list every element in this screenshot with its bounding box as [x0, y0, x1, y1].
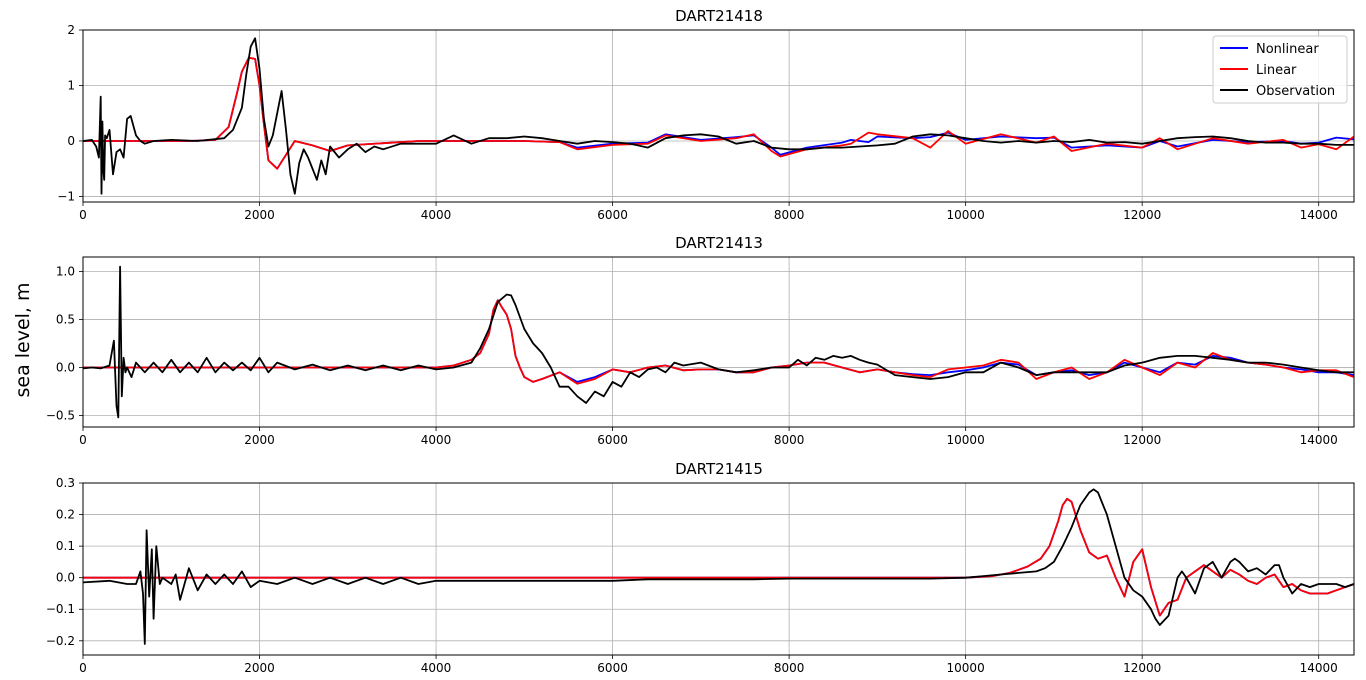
x-tick-label: 8000: [774, 433, 805, 447]
y-tick-label: 0.5: [56, 312, 75, 326]
y-tick-label: −1: [57, 189, 75, 203]
axes-frame: [82, 29, 1355, 203]
y-tick-label: 0.0: [56, 571, 75, 585]
x-tick-label: 12000: [1123, 208, 1161, 222]
legend-label-nonlinear: Nonlinear: [1256, 42, 1319, 57]
x-tick-label: 6000: [597, 661, 628, 675]
subplot-title: DART21418: [675, 7, 763, 25]
y-tick-label: 1: [67, 78, 75, 92]
x-tick-label: 2000: [244, 433, 275, 447]
y-tick-label: 0: [67, 134, 75, 148]
x-tick-label: 6000: [597, 208, 628, 222]
x-tick-label: 6000: [597, 433, 628, 447]
subplot-title: DART21413: [675, 234, 763, 252]
x-tick-label: 10000: [947, 208, 985, 222]
x-tick-label: 12000: [1123, 661, 1161, 675]
y-tick-label: 0.1: [56, 539, 75, 553]
x-tick-label: 10000: [947, 433, 985, 447]
axes-frame: [82, 256, 1355, 428]
series-line-linear: [83, 299, 1354, 385]
series-line-linear: [83, 56, 1354, 170]
y-tick-label: −0.2: [46, 634, 75, 648]
y-tick-label: 0.3: [56, 476, 75, 490]
subplot-dart21415: DART21415 0 2000 4000 6000 8000 10000 12000 140…: [46, 460, 1355, 675]
y-tick-label: 0.2: [56, 508, 75, 522]
y-axis-label: sea level, m: [12, 282, 34, 397]
legend-frame: [1212, 35, 1348, 104]
x-tick-label: 4000: [421, 661, 452, 675]
subplot-title: DART21415: [675, 460, 763, 478]
x-tick-label: 4000: [421, 433, 452, 447]
x-tick-label: 8000: [774, 208, 805, 222]
y-tick-label: −0.1: [46, 602, 75, 616]
x-tick-label: 4000: [421, 208, 452, 222]
x-tick-label: 0: [79, 433, 87, 447]
x-tick-label: 0: [79, 661, 87, 675]
y-tick-label: 1.0: [56, 264, 75, 278]
x-tick-label: 8000: [774, 661, 805, 675]
x-tick-label: 0: [79, 208, 87, 222]
series-line-observation: [83, 488, 1354, 645]
subplot-dart21418: DART21418 0 2000 4000 6000 8000 10000 12000 140…: [57, 7, 1355, 222]
y-tick-label: 0.0: [56, 360, 75, 374]
y-tick-label: −0.5: [46, 408, 75, 422]
x-tick-label: 2000: [244, 661, 275, 675]
subplot-dart21413: DART21413 0 2000 4000 6000 8000 10000 12000 140…: [46, 234, 1355, 447]
series-line-observation: [83, 265, 1354, 419]
x-tick-label: 14000: [1300, 661, 1338, 675]
legend-label-observation: Observation: [1256, 84, 1335, 99]
series-line-observation: [83, 37, 1354, 195]
x-tick-label: 10000: [947, 661, 985, 675]
legend: Nonlinear Linear Observation: [1212, 35, 1348, 104]
x-tick-label: 14000: [1300, 208, 1338, 222]
legend-label-linear: Linear: [1256, 63, 1297, 78]
x-tick-label: 12000: [1123, 433, 1161, 447]
x-tick-label: 2000: [244, 208, 275, 222]
axes-frame: [82, 482, 1355, 656]
y-tick-label: 2: [67, 23, 75, 37]
x-tick-label: 14000: [1300, 433, 1338, 447]
